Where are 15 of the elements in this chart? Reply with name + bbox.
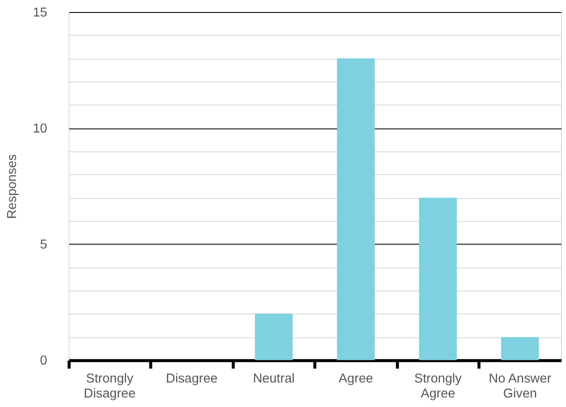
y-tick-label: 15	[32, 4, 48, 20]
bar	[336, 58, 375, 360]
y-tick-label: 10	[32, 120, 48, 136]
x-tick-label: Neutral	[252, 370, 295, 386]
bar	[419, 198, 457, 360]
bar	[501, 336, 539, 360]
x-tick-label: Agree	[338, 370, 374, 386]
y-tick-label: 0	[40, 352, 48, 368]
bar	[254, 314, 293, 360]
x-tick-label: Disagree	[166, 370, 218, 386]
y-axis-title: Responses	[4, 154, 19, 219]
x-tick-label: Strongly Disagree	[84, 370, 136, 400]
x-tick-label: Strongly Agree	[414, 370, 462, 400]
x-tick-label: No Answer Given	[488, 370, 552, 400]
y-tick-label: 5	[40, 236, 48, 252]
